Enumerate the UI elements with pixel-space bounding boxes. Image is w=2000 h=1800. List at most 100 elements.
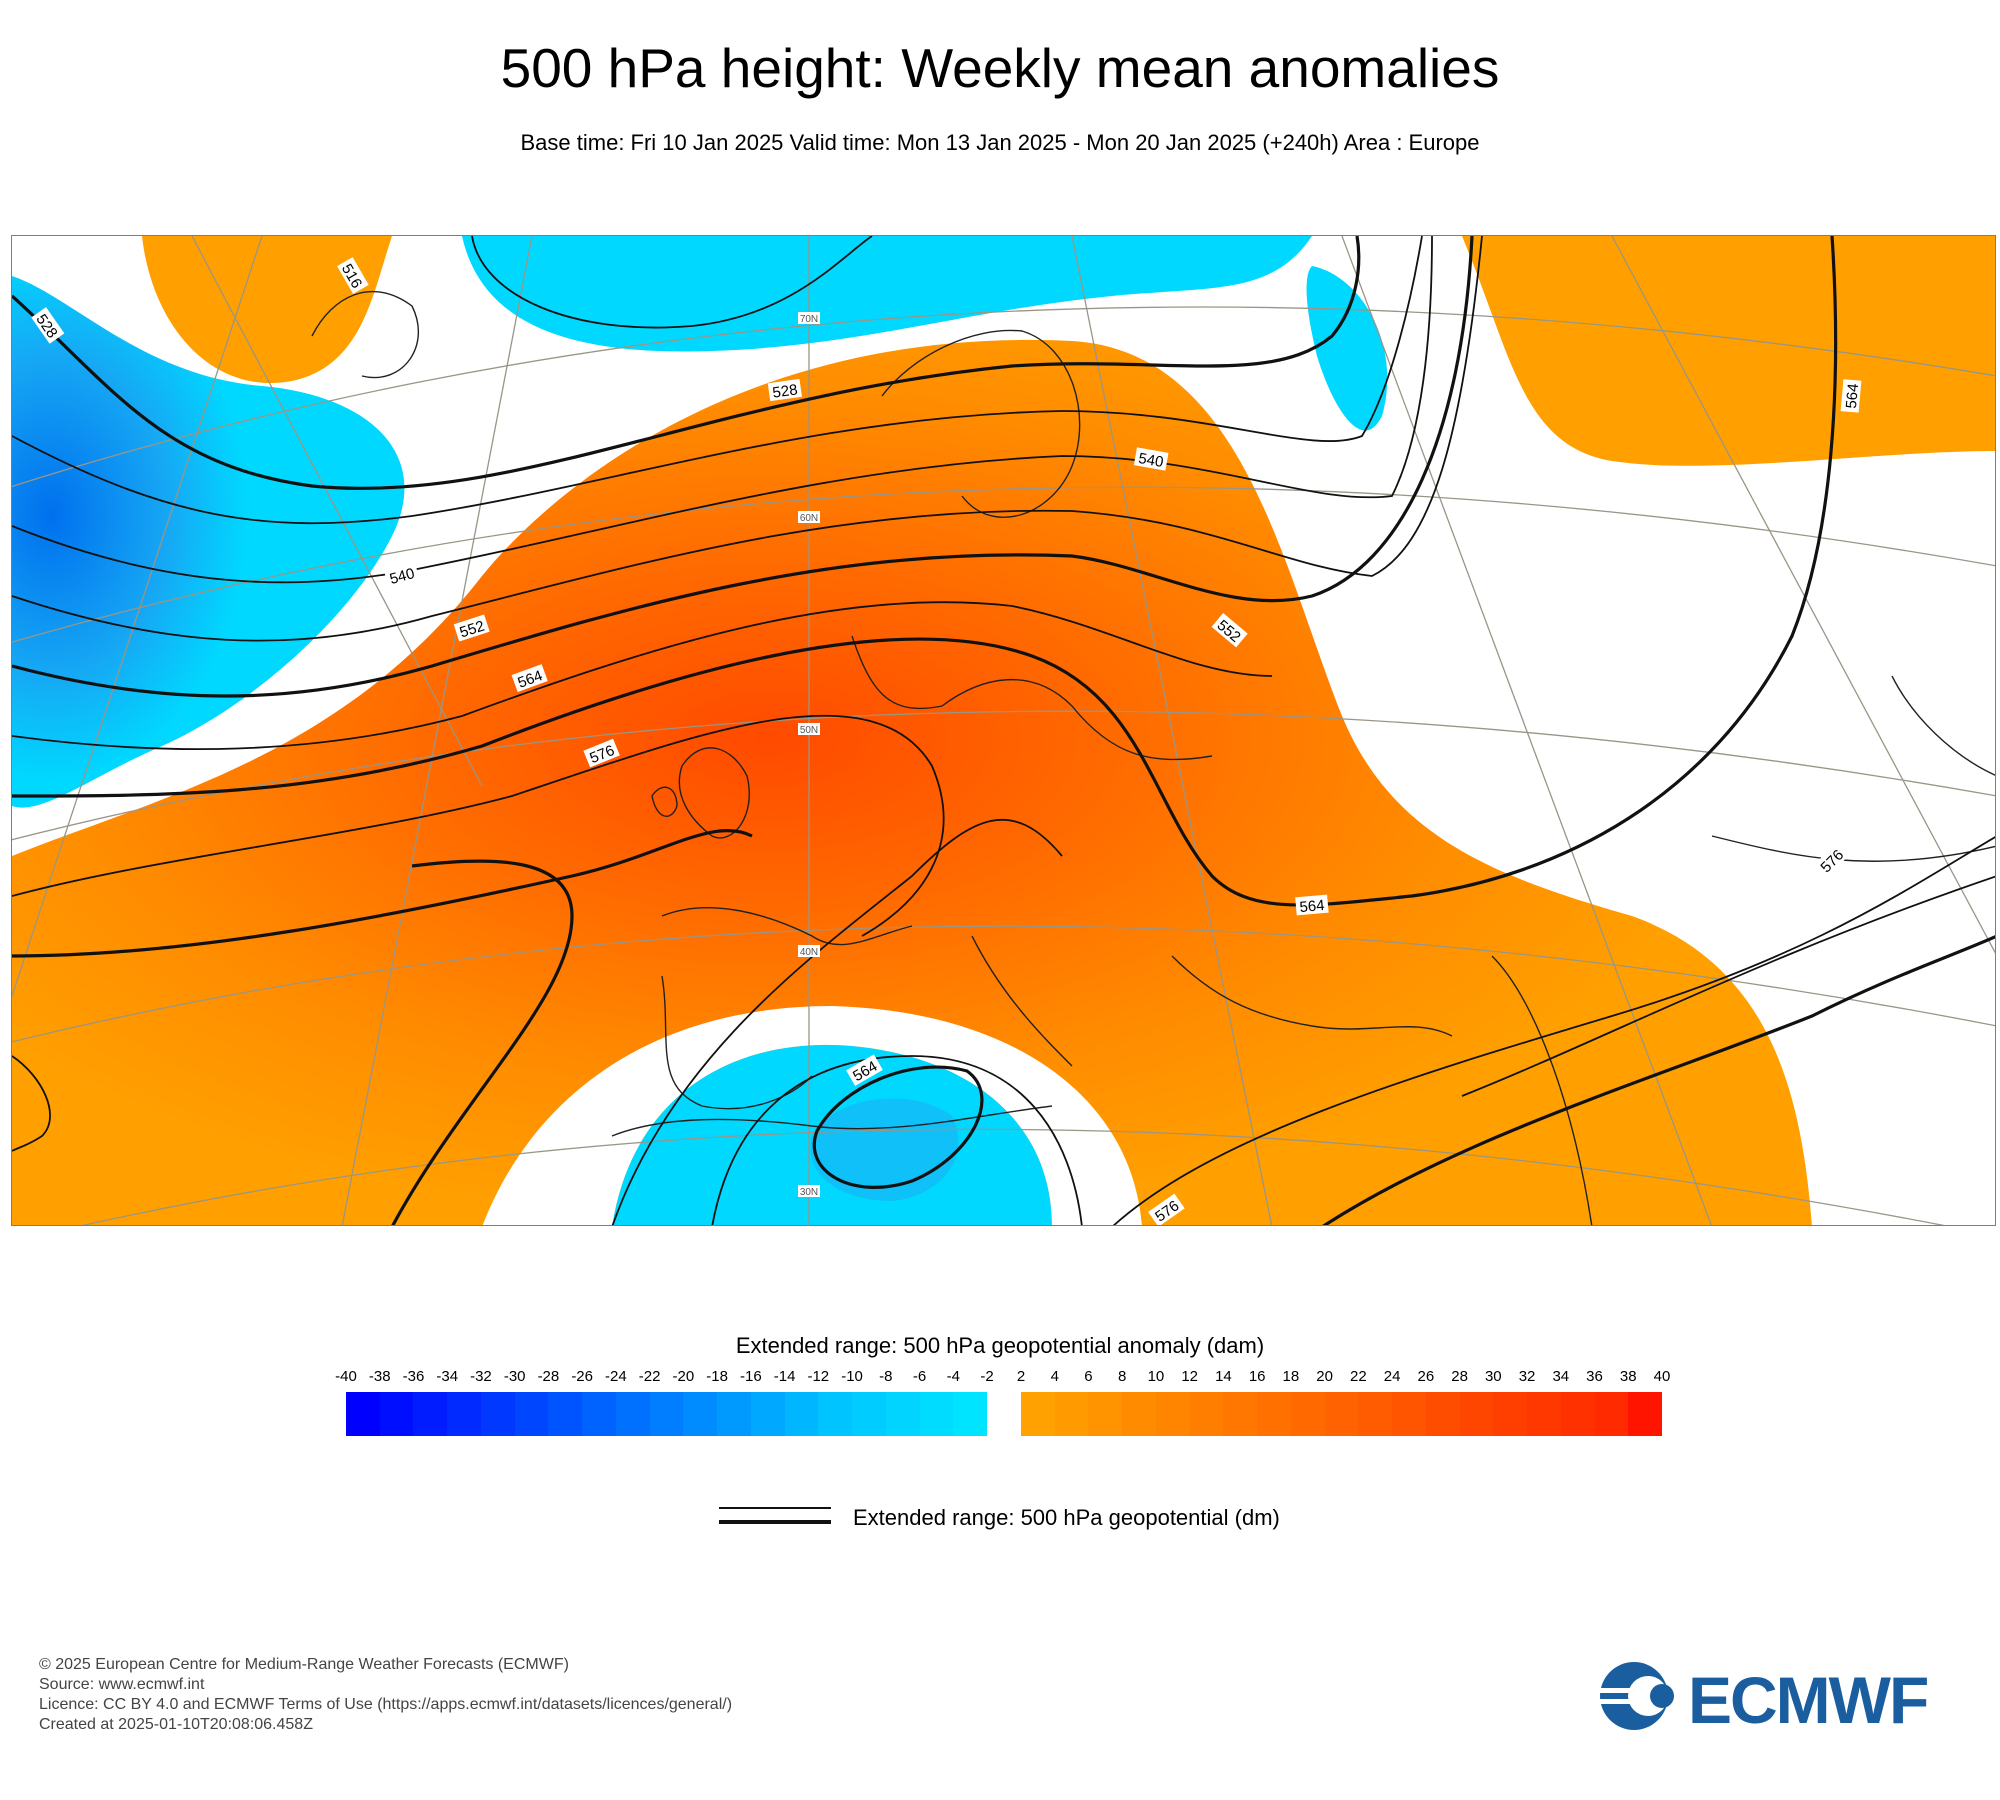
colorbar-tick-label: 34 xyxy=(1552,1368,1570,1385)
colorbar-negative-segment xyxy=(514,1392,549,1436)
colorbar-tick-label: 8 xyxy=(1118,1368,1127,1385)
colorbar-tick-label: 2 xyxy=(1016,1368,1026,1385)
colorbar-positive-segment xyxy=(1560,1392,1596,1436)
colorbar-tick-label: -38 xyxy=(368,1368,391,1385)
svg-text:50N: 50N xyxy=(800,725,818,736)
colorbar-negative-segment xyxy=(615,1392,651,1436)
chart-title: 500 hPa height: Weekly mean anomalies xyxy=(500,37,1500,99)
colorbar-tick-label: -8 xyxy=(879,1368,893,1385)
anomaly-map: 516 528 528 540 540 552 552 564 576 564 … xyxy=(11,235,1996,1226)
colorbar-negative-segment xyxy=(413,1392,448,1436)
colorbar-tick-label: 22 xyxy=(1350,1368,1367,1385)
colorbar-positive-segment xyxy=(1290,1392,1326,1436)
contour-label: 540 xyxy=(383,562,420,588)
colorbar-positive-segment xyxy=(1425,1392,1461,1436)
contour-label: 576 xyxy=(1148,1193,1185,1225)
colorbar-tick-label: -40 xyxy=(335,1368,357,1385)
colorbar-negative xyxy=(346,1392,988,1436)
colorbar-positive-segment xyxy=(1459,1392,1494,1436)
latitude-label: 60N xyxy=(798,511,820,524)
contour-label: 552 xyxy=(453,614,490,642)
colorbar-negative-segment xyxy=(649,1392,684,1436)
colorbar-positive-segment xyxy=(1392,1392,1427,1436)
svg-text:552: 552 xyxy=(458,618,487,642)
ecmwf-logo-icon xyxy=(1596,1662,1686,1730)
colorbar-positive-segment xyxy=(1358,1392,1393,1436)
colorbar-tick-label: -28 xyxy=(537,1368,560,1385)
colorbar-tick-label: 16 xyxy=(1248,1368,1266,1385)
colorbar-positive-segment xyxy=(1054,1392,1089,1436)
colorbar-tick-label: -34 xyxy=(436,1368,459,1385)
ecmwf-logo: ECMWF xyxy=(1596,1658,1970,1737)
colorbar-negative-segment xyxy=(480,1392,516,1436)
colorbar-tick-label: -6 xyxy=(912,1368,927,1385)
contour-label: 528 xyxy=(767,378,802,402)
colorbar-tick-label: -22 xyxy=(638,1368,661,1385)
latitude-label: 30N xyxy=(798,1185,820,1198)
colorbar-tick-label: 32 xyxy=(1518,1368,1536,1385)
colorbar-tick-label: 36 xyxy=(1586,1368,1603,1385)
colorbar-negative-segment xyxy=(953,1392,988,1436)
colorbar-negative-segment xyxy=(919,1392,954,1436)
colorbar-tick-label: 14 xyxy=(1215,1368,1232,1385)
svg-text:564: 564 xyxy=(1299,897,1325,916)
contour-legend-line xyxy=(719,1507,831,1524)
colorbar-tick-label: 4 xyxy=(1050,1368,1059,1385)
colorbar-negative-segment xyxy=(683,1392,718,1436)
colorbar-tick-label: -24 xyxy=(605,1368,627,1385)
coastlines xyxy=(311,290,1995,1225)
colorbar-positive-segment xyxy=(1189,1392,1224,1436)
footer-source: Source: www.ecmwf.int xyxy=(39,1676,205,1693)
colorbar-tick-label: 6 xyxy=(1084,1368,1093,1385)
latitude-label: 70N xyxy=(798,312,820,325)
footer-created: Created at 2025-01-10T20:08:06.458Z xyxy=(39,1716,313,1733)
colorbar-title: Extended range: 500 hPa geopotential ano… xyxy=(735,1333,1265,1358)
negative-anomaly-atlantic xyxy=(12,276,405,808)
latitude-labels: 70N 60N 50N 40N 30N xyxy=(798,312,820,1198)
colorbar-negative-segment xyxy=(447,1392,482,1436)
colorbar-ticks: -40 -38 -36 -34 -32 -30 -28 -26 -24 -22 -20 -18 -16-… xyxy=(0,1368,2000,1388)
colorbar-negative-segment xyxy=(885,1392,921,1436)
colorbar-tick-label: 18 xyxy=(1282,1368,1300,1385)
colorbar-tick-label: 26 xyxy=(1417,1368,1435,1385)
footer: © 2025 European Centre for Medium-Range … xyxy=(39,1655,732,1735)
colorbar-negative-segment xyxy=(717,1392,752,1436)
colorbar-tick-label: 20 xyxy=(1316,1368,1333,1385)
colorbar-positive-segment xyxy=(1122,1392,1157,1436)
colorbar-tick-label: -30 xyxy=(503,1368,526,1385)
contour-label: 564 xyxy=(1295,894,1329,916)
svg-text:540: 540 xyxy=(1137,450,1165,471)
svg-text:528: 528 xyxy=(771,381,798,401)
colorbar-positive-segment xyxy=(1257,1392,1292,1436)
colorbar-positive-segment xyxy=(1021,1392,1056,1436)
map-svg: 516 528 528 540 540 552 552 564 576 564 … xyxy=(12,236,1995,1225)
colorbar-tick-label: -26 xyxy=(571,1368,593,1385)
colorbar-tick-label: 10 xyxy=(1147,1368,1165,1385)
contour-legend-label: Extended range: 500 hPa geopotential (dm… xyxy=(853,1505,1280,1530)
colorbar-negative-segment xyxy=(346,1392,381,1436)
colorbar-positive-segment xyxy=(1088,1392,1123,1436)
colorbar-negative-segment xyxy=(750,1392,786,1436)
colorbar-positive-segment xyxy=(1155,1392,1191,1436)
contour-label: 564 xyxy=(1840,379,1862,413)
colorbar-tick-label: 38 xyxy=(1619,1368,1637,1385)
colorbar-positive-segment xyxy=(1223,1392,1258,1436)
colorbar-tick-label: 24 xyxy=(1383,1368,1401,1385)
colorbar-negative-segment xyxy=(548,1392,583,1436)
svg-text:540: 540 xyxy=(388,565,417,588)
svg-text:564: 564 xyxy=(1843,383,1862,409)
colorbar-negative-segment xyxy=(379,1392,414,1436)
negative-anomaly-russia xyxy=(1306,266,1388,431)
colorbar-positive-segment xyxy=(1527,1392,1562,1436)
colorbar-negative-segment xyxy=(582,1392,617,1436)
colorbar-tick-label: -18 xyxy=(706,1368,728,1385)
colorbar-tick-label: -14 xyxy=(773,1368,796,1385)
footer-copyright: © 2025 European Centre for Medium-Range … xyxy=(39,1656,569,1673)
colorbar-negative-segment xyxy=(818,1392,853,1436)
colorbar-positive-segment xyxy=(1594,1392,1629,1436)
colorbar-tick-label: -20 xyxy=(672,1368,695,1385)
colorbar-tick-label: -36 xyxy=(402,1368,425,1385)
colorbar-positive xyxy=(1021,1392,1663,1436)
svg-text:60N: 60N xyxy=(800,513,818,524)
colorbar-tick-label: 30 xyxy=(1484,1368,1502,1385)
